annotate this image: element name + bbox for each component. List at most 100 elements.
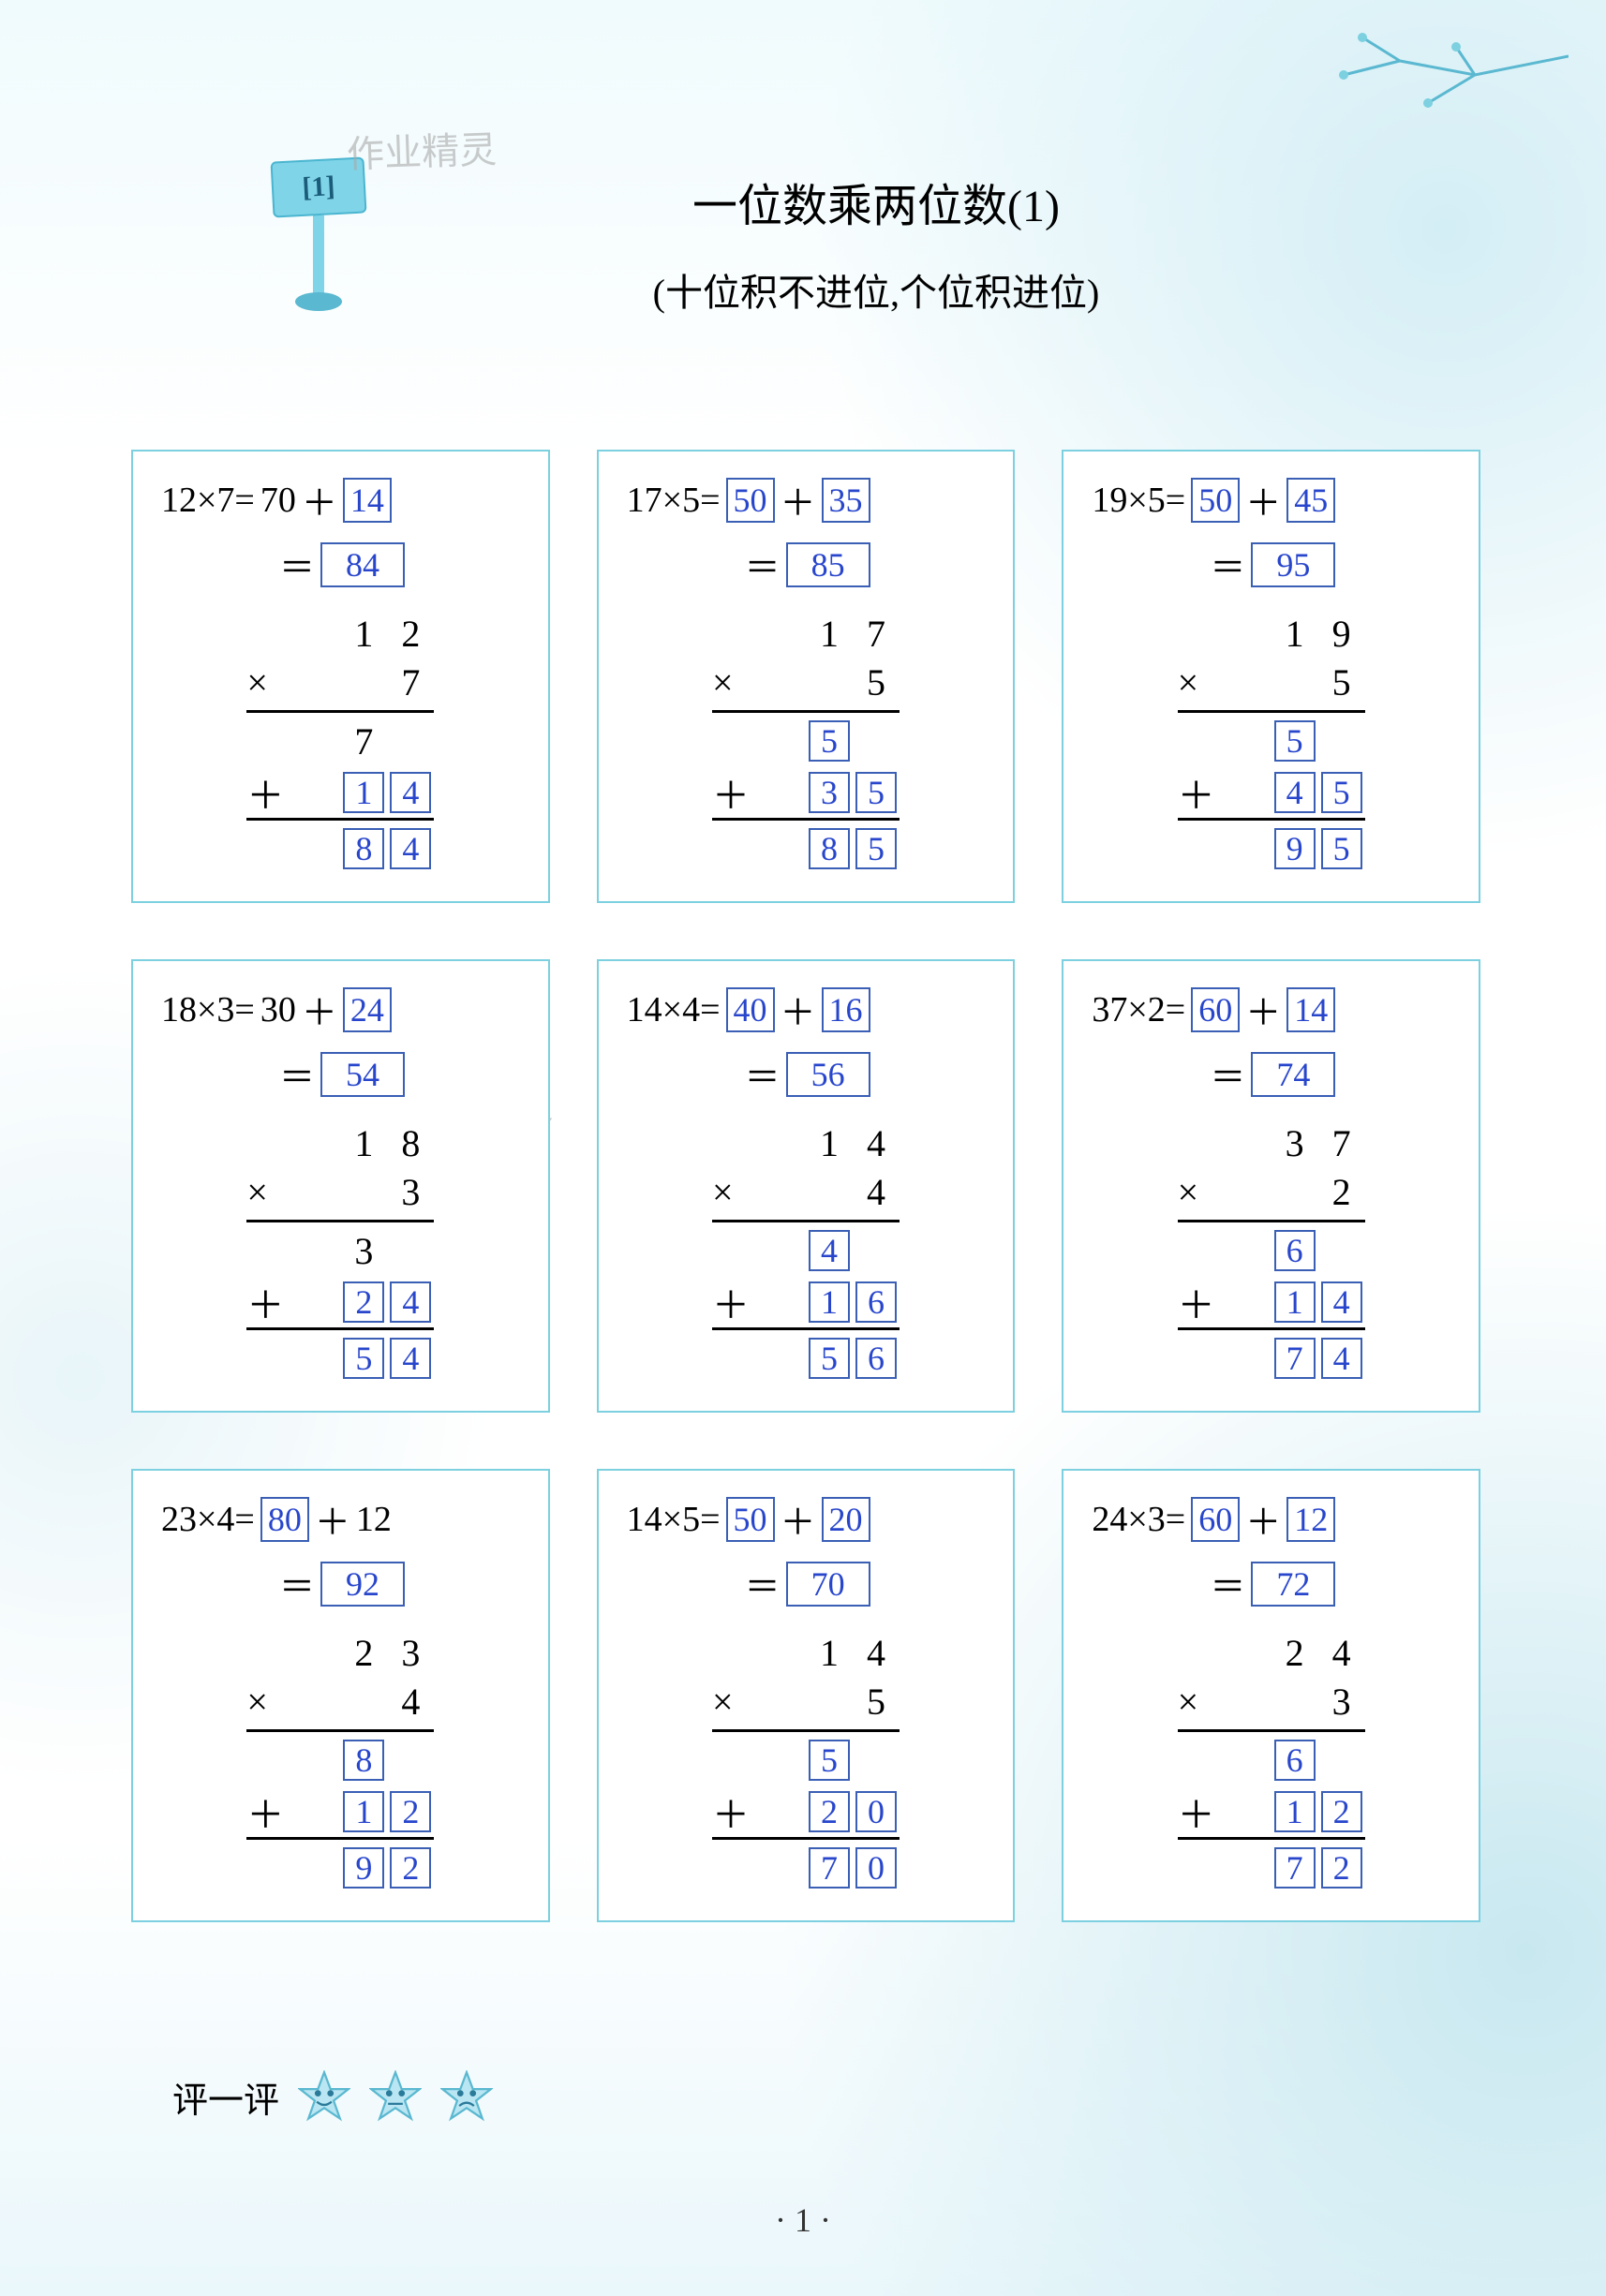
column-row: 70 — [712, 1844, 900, 1892]
digit-cell: 8 — [343, 828, 384, 869]
operator: ＋ — [1178, 1275, 1215, 1329]
term-b: 16 — [822, 987, 870, 1032]
term-b: 14 — [1286, 987, 1335, 1032]
digit-cell: 7 — [401, 660, 420, 704]
term-a: 30 — [260, 989, 296, 1030]
result-box: 70 — [786, 1562, 870, 1607]
term-a: 60 — [1191, 1497, 1240, 1542]
operator: ＋ — [1178, 1785, 1215, 1839]
column-row: 6 — [1178, 1736, 1365, 1785]
plus-sign: ＋ — [302, 984, 337, 1035]
section-badge: [1] — [272, 159, 365, 311]
digit-cell: 1 — [354, 612, 373, 656]
column-row: 74 — [1178, 1334, 1365, 1383]
plus-sign: ＋ — [1245, 1493, 1281, 1545]
equals-sign: ＝ — [745, 1558, 781, 1609]
digit-cell: 1 — [820, 1631, 839, 1675]
operator: ＋ — [712, 1275, 750, 1329]
problem-card: 12×7=70＋14＝8412×77＋1484 — [131, 450, 550, 903]
column-row: 92 — [246, 1844, 434, 1892]
term-b: 24 — [343, 987, 392, 1032]
equals-sign: ＝ — [745, 1048, 781, 1100]
digit-cell: 2 — [1286, 1631, 1304, 1675]
equation-line-2: ＝95 — [1092, 539, 1450, 590]
equation-line-2: ＝56 — [627, 1048, 986, 1100]
term-a: 50 — [726, 478, 775, 523]
digit-cell: 4 — [1321, 1338, 1362, 1379]
page-header: [1] 作业精灵 一位数乘两位数(1) (十位积不进位,个位积进位) — [244, 141, 1368, 317]
result-box: 54 — [320, 1052, 405, 1097]
column-row: 84 — [246, 824, 434, 873]
operator: × — [246, 1170, 268, 1214]
digit-cell: 1 — [343, 1791, 384, 1832]
expression: 14×4= — [627, 989, 721, 1030]
equation-line-1: 14×4=40＋16 — [627, 984, 986, 1035]
problem-card: 14×5=50＋20＝7014×55＋2070 — [597, 1469, 1016, 1922]
digit-cell: 3 — [1286, 1121, 1304, 1165]
digit-cell: 6 — [855, 1338, 897, 1379]
digit-cell: 3 — [809, 772, 850, 813]
equals-sign: ＝ — [279, 539, 315, 590]
digit-cell: 2 — [390, 1791, 431, 1832]
expression: 37×2= — [1092, 989, 1185, 1030]
digit-cell: 6 — [855, 1281, 897, 1323]
equals-sign: ＝ — [745, 539, 781, 590]
plus-sign: ＋ — [781, 474, 816, 526]
digit-cell: 4 — [1274, 772, 1316, 813]
column-row: 23 — [246, 1628, 434, 1677]
operator: ＋ — [1178, 765, 1215, 820]
equals-sign: ＝ — [1210, 539, 1245, 590]
column-row: 56 — [712, 1334, 900, 1383]
equation-line-2: ＝74 — [1092, 1048, 1450, 1100]
operator: × — [1178, 1680, 1199, 1724]
operator: ＋ — [712, 765, 750, 820]
digit-cell: 6 — [1274, 1740, 1316, 1781]
equation-line-2: ＝84 — [161, 539, 520, 590]
digit-cell: 9 — [343, 1847, 384, 1889]
expression: 24×3= — [1092, 1499, 1185, 1540]
column-multiplication: 23×48＋1292 — [246, 1628, 434, 1892]
result-box: 84 — [320, 542, 405, 587]
expression: 23×4= — [161, 1499, 255, 1540]
column-row: ×3 — [1178, 1677, 1365, 1726]
equation-line-1: 37×2=60＋14 — [1092, 984, 1450, 1035]
digit-cell: 9 — [1274, 828, 1316, 869]
operator: ＋ — [712, 1785, 750, 1839]
column-row: 72 — [1178, 1844, 1365, 1892]
column-row: 54 — [246, 1334, 434, 1383]
plus-sign: ＋ — [781, 984, 816, 1035]
result-box: 56 — [786, 1052, 870, 1097]
equation-line-1: 23×4=80＋12 — [161, 1493, 520, 1545]
digit-cell: 0 — [855, 1847, 897, 1889]
result-box: 95 — [1251, 542, 1335, 587]
term-a: 70 — [260, 480, 296, 521]
expression: 12×7= — [161, 480, 255, 521]
equation-line-1: 19×5=50＋45 — [1092, 474, 1450, 526]
digit-cell: 7 — [867, 612, 885, 656]
digit-cell: 7 — [1274, 1847, 1316, 1889]
expression: 14×5= — [627, 1499, 721, 1540]
column-row: ×5 — [712, 658, 900, 706]
result-box: 72 — [1251, 1562, 1335, 1607]
operator: × — [712, 1170, 734, 1214]
plus-sign: ＋ — [781, 1493, 816, 1545]
plus-sign: ＋ — [1245, 984, 1281, 1035]
column-row: 6 — [1178, 1226, 1365, 1275]
column-row: 5 — [712, 1736, 900, 1785]
digit-cell: 4 — [867, 1170, 885, 1214]
digit-cell: 7 — [1332, 1121, 1351, 1165]
equals-sign: ＝ — [279, 1558, 315, 1609]
column-row: ＋12 — [1178, 1785, 1365, 1833]
branch-decoration — [1287, 19, 1569, 159]
digit-cell: 5 — [1321, 772, 1362, 813]
column-row: 85 — [712, 824, 900, 873]
plus-sign: ＋ — [315, 1493, 350, 1545]
digit-cell: 4 — [1321, 1281, 1362, 1323]
equation-line-2: ＝72 — [1092, 1558, 1450, 1609]
equation-line-1: 24×3=60＋12 — [1092, 1493, 1450, 1545]
digit-cell: 1 — [1274, 1791, 1316, 1832]
equation-line-2: ＝70 — [627, 1558, 986, 1609]
expression: 18×3= — [161, 989, 255, 1030]
page-subtitle: (十位积不进位,个位积进位) — [244, 262, 1368, 317]
column-row: 12 — [246, 609, 434, 658]
